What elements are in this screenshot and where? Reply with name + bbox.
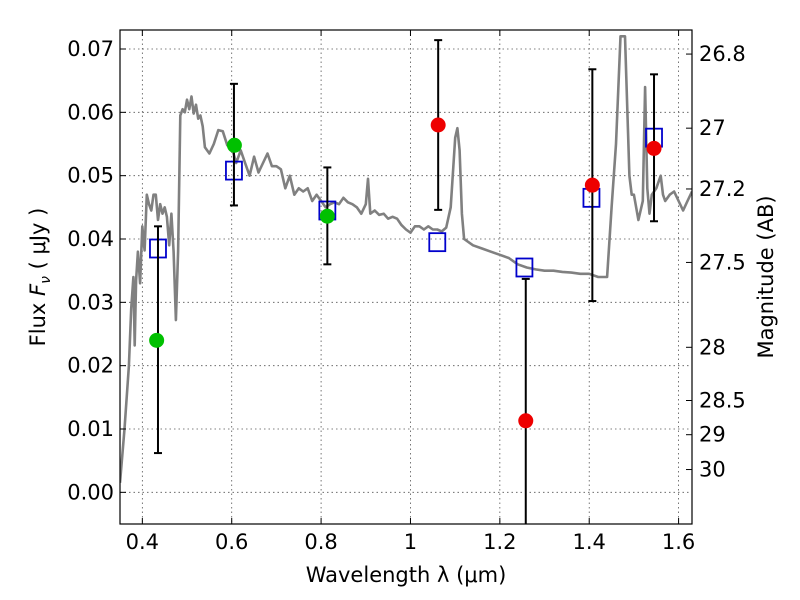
y-tick-label: 0.02	[67, 354, 114, 378]
point-observed-red	[518, 413, 534, 429]
x-tick-label: 0.4	[126, 530, 159, 554]
y-tick-label: 0.04	[67, 227, 114, 251]
y-tick-label: 0.03	[67, 290, 114, 314]
y-tick-label: 0.07	[67, 37, 114, 61]
x-tick-label: 1.6	[662, 530, 695, 554]
series-line-model-sed	[120, 35, 692, 483]
x-axis-label: Wavelength λ (μm)	[306, 563, 507, 587]
y-tick-label: 0.06	[67, 100, 114, 124]
y2-tick-label: 29	[699, 423, 726, 447]
x-tick-label: 1.2	[483, 530, 516, 554]
square-marker-model-bandpass	[515, 257, 534, 278]
plot-frame	[119, 29, 693, 525]
y-tick-label: 0.00	[67, 480, 114, 504]
y2-tick-label: 27.2	[699, 177, 746, 201]
y2-tick-label: 26.8	[699, 42, 746, 66]
square-marker-model-bandpass	[428, 232, 447, 253]
y-axis-label: Flux Fν ( μJy )	[26, 208, 54, 347]
y-tick-label: 0.05	[67, 164, 114, 188]
point-observed-green	[149, 332, 165, 348]
y2-tick-label: 30	[699, 458, 726, 482]
y-tick-label: 0.01	[67, 417, 114, 441]
x-tick-label: 0.6	[215, 530, 248, 554]
point-observed-green	[319, 208, 335, 224]
y2-tick-label: 27	[699, 116, 726, 140]
point-observed-green	[226, 137, 242, 153]
x-tick-label: 0.8	[304, 530, 337, 554]
y2-tick-label: 27.5	[699, 250, 746, 274]
y2-tick-label: 28.5	[699, 389, 746, 413]
axis-ticks: 0.4 0.6 0.8 1 1.2 1.4 1.6 0.00 0.01 0.02 0.03 0.04 0…	[67, 30, 746, 554]
gridlines	[120, 30, 692, 524]
y2-axis-label: Magnitude (AB)	[754, 195, 778, 358]
point-observed-red	[584, 177, 600, 193]
y2-tick-label: 28	[699, 335, 726, 359]
point-observed-red	[430, 117, 446, 133]
x-tick-label: 1	[404, 530, 417, 554]
data-layer	[120, 35, 692, 524]
x-tick-label: 1.4	[573, 530, 606, 554]
point-observed-red	[646, 140, 662, 156]
